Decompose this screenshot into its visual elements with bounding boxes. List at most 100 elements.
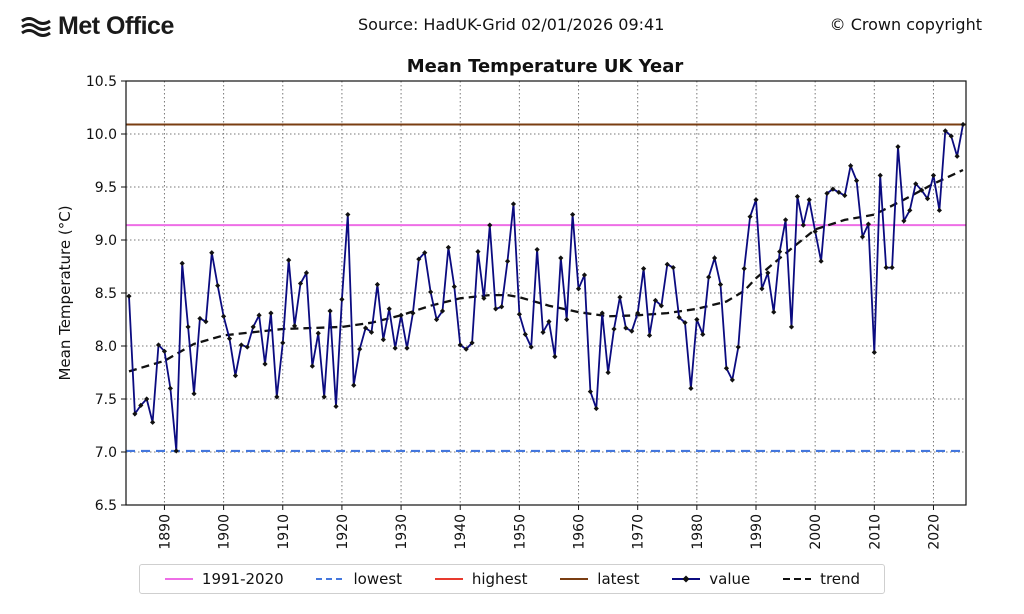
value-point xyxy=(191,391,197,397)
value-point xyxy=(493,306,499,312)
value-point xyxy=(800,222,806,228)
value-point xyxy=(197,315,203,322)
y-tick-label: 9.5 xyxy=(95,180,117,196)
value-point xyxy=(150,419,156,425)
legend-label: latest xyxy=(597,570,640,588)
value-point xyxy=(907,207,913,213)
x-tick-label: 1970 xyxy=(631,514,647,550)
value-point xyxy=(144,396,150,402)
value-point xyxy=(954,153,960,159)
value-point xyxy=(315,330,321,336)
x-tick-label: 2000 xyxy=(808,514,824,550)
value-point xyxy=(694,316,700,323)
value-point xyxy=(280,340,286,346)
value-point xyxy=(487,222,493,228)
value-point xyxy=(605,369,611,376)
x-tick-label: 1890 xyxy=(157,514,173,550)
value-point xyxy=(575,286,582,292)
axes: 6.5 7.0 7.5 8.0 8.5 9.0 9.5 10.0 10.5 1890 1900 191… xyxy=(86,74,967,550)
value-point xyxy=(812,228,818,235)
value-point xyxy=(179,260,185,266)
value-point xyxy=(268,310,274,316)
legend-item-lowest: lowest xyxy=(315,570,402,588)
copyright-text: © Crown copyright xyxy=(829,15,982,34)
legend-label: lowest xyxy=(353,570,403,588)
value-point xyxy=(948,133,954,139)
legend-item-trend: trend xyxy=(782,570,860,588)
met-office-logo-icon xyxy=(21,16,51,37)
value-point xyxy=(167,385,173,391)
value-point xyxy=(345,211,351,218)
value-point xyxy=(221,313,227,319)
value-point xyxy=(895,144,901,150)
value-point xyxy=(924,196,931,202)
value-point xyxy=(936,207,942,213)
grid xyxy=(126,80,966,506)
x-tick-label: 1980 xyxy=(690,514,706,550)
value-point xyxy=(516,311,522,317)
value-point xyxy=(960,121,966,128)
value-point xyxy=(706,274,712,280)
value-point xyxy=(599,310,605,316)
y-tick-label: 10.5 xyxy=(86,74,117,90)
legend-label: 1991-2020 xyxy=(201,570,284,588)
value-point xyxy=(274,394,280,400)
value-point xyxy=(581,272,588,278)
value-line xyxy=(128,124,964,451)
value-point xyxy=(806,197,812,203)
value-point xyxy=(652,297,659,304)
x-tick-label: 2020 xyxy=(926,514,942,550)
x-tick-label: 1940 xyxy=(453,514,469,550)
value-point xyxy=(676,314,682,320)
value-point xyxy=(842,192,848,199)
value-point xyxy=(504,258,511,264)
value-point xyxy=(138,402,144,408)
value-point xyxy=(913,181,919,187)
value-point xyxy=(889,264,895,271)
value-point xyxy=(351,382,357,388)
value-point xyxy=(528,344,534,350)
value-point xyxy=(670,264,676,271)
legend-item-latest: latest xyxy=(559,570,639,588)
value-point xyxy=(439,308,446,314)
value-point xyxy=(244,344,250,350)
logo-text: Met Office xyxy=(58,12,174,40)
value-point xyxy=(374,281,381,288)
legend-swatch xyxy=(783,578,812,580)
value-point xyxy=(723,365,730,371)
x-tick-label: 1920 xyxy=(335,514,351,550)
met-office-logo: Met Office xyxy=(20,12,174,41)
value-point xyxy=(422,250,428,256)
value-point xyxy=(173,448,179,454)
value-point xyxy=(398,312,404,318)
value-point xyxy=(303,270,310,276)
legend-item-value: value xyxy=(671,570,750,588)
value-point xyxy=(386,306,392,312)
x-tick-label: 1950 xyxy=(512,514,528,550)
value-point xyxy=(853,178,860,184)
value-point xyxy=(564,316,570,323)
value-point xyxy=(570,211,576,218)
value-point xyxy=(203,319,209,325)
value-point xyxy=(132,411,138,417)
value-point xyxy=(771,309,777,315)
value-point xyxy=(593,405,599,412)
y-tick-label: 9.0 xyxy=(95,233,117,249)
value-point xyxy=(321,394,327,400)
value-point xyxy=(871,349,877,355)
source-text: Source: HadUK-Grid 02/01/2026 09:41 xyxy=(358,15,665,34)
value-point xyxy=(682,320,688,326)
value-point xyxy=(818,258,824,264)
value-point xyxy=(883,264,889,271)
y-tick-label: 8.5 xyxy=(95,286,117,302)
value-point xyxy=(155,342,162,348)
trend-line xyxy=(128,168,964,373)
value-point xyxy=(646,332,653,338)
value-point xyxy=(919,187,925,193)
legend-swatch xyxy=(434,578,463,580)
trend-series xyxy=(128,168,964,373)
legend: 1991-2020 lowest highest latest value trend xyxy=(139,564,885,594)
reference-lines xyxy=(126,123,966,453)
y-tick-label: 8.0 xyxy=(95,339,117,355)
x-tick-label: 1900 xyxy=(217,514,233,550)
